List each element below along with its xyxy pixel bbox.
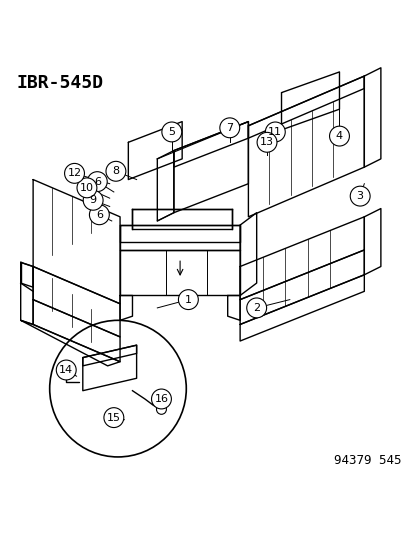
Text: 7: 7 bbox=[225, 123, 233, 133]
Text: 1: 1 bbox=[185, 295, 191, 305]
Circle shape bbox=[329, 126, 349, 146]
Text: 11: 11 bbox=[268, 127, 282, 137]
Text: IBR-545D: IBR-545D bbox=[17, 74, 103, 92]
Circle shape bbox=[104, 408, 123, 427]
Text: 6: 6 bbox=[94, 176, 100, 187]
Text: 10: 10 bbox=[80, 183, 94, 193]
Circle shape bbox=[56, 360, 76, 380]
Circle shape bbox=[106, 161, 126, 181]
Text: 14: 14 bbox=[59, 365, 73, 375]
Text: 12: 12 bbox=[67, 168, 81, 179]
Circle shape bbox=[151, 389, 171, 409]
Circle shape bbox=[265, 122, 285, 142]
Circle shape bbox=[87, 172, 107, 191]
Circle shape bbox=[77, 178, 97, 198]
Text: 8: 8 bbox=[112, 166, 119, 176]
Text: 2: 2 bbox=[252, 303, 260, 313]
Circle shape bbox=[161, 122, 181, 142]
Circle shape bbox=[64, 164, 84, 183]
Text: 13: 13 bbox=[259, 138, 273, 147]
Circle shape bbox=[246, 298, 266, 318]
Text: 9: 9 bbox=[89, 195, 97, 205]
Text: 4: 4 bbox=[335, 131, 342, 141]
Text: 5: 5 bbox=[168, 127, 175, 137]
Circle shape bbox=[256, 132, 276, 152]
Circle shape bbox=[178, 289, 198, 310]
Circle shape bbox=[349, 186, 369, 206]
Circle shape bbox=[219, 118, 239, 138]
Text: 15: 15 bbox=[107, 413, 121, 423]
Text: 6: 6 bbox=[96, 210, 102, 220]
Text: 3: 3 bbox=[356, 191, 363, 201]
Text: 16: 16 bbox=[154, 394, 168, 404]
Circle shape bbox=[89, 205, 109, 225]
Circle shape bbox=[83, 190, 103, 210]
Text: 94379 545: 94379 545 bbox=[333, 454, 401, 467]
